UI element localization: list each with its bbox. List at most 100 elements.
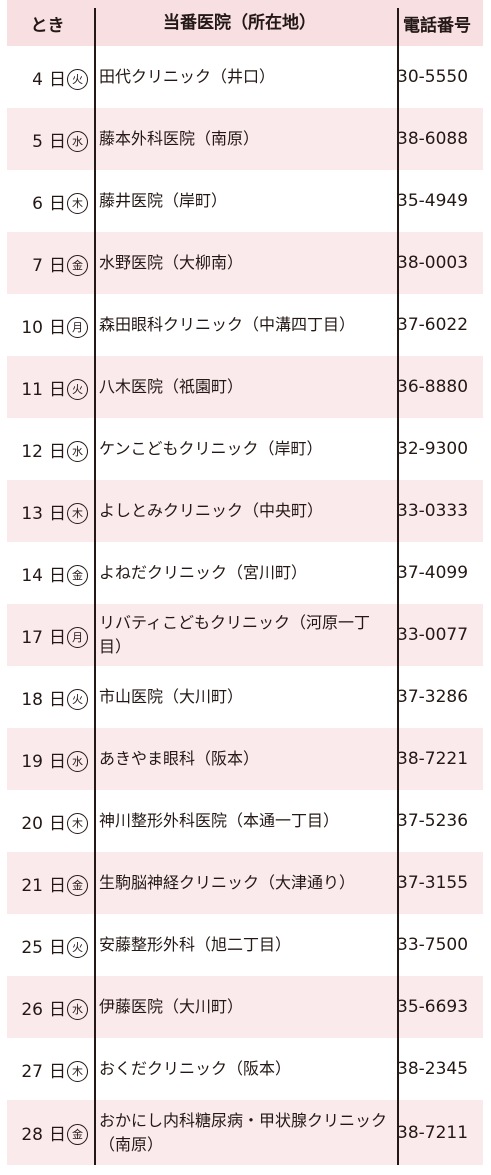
date-cell: 10 日月 bbox=[7, 313, 88, 338]
date-cell: 13 日木 bbox=[7, 499, 88, 524]
day-number: 11 bbox=[21, 379, 43, 400]
table-row: 20 日木神川整形外科医院（本通一丁目） 37-5236 bbox=[7, 790, 483, 852]
column-divider bbox=[94, 8, 96, 1165]
day-number: 28 bbox=[21, 1125, 43, 1145]
phone-cell: 33-0077 bbox=[397, 625, 469, 645]
day-unit: 日 bbox=[49, 751, 66, 772]
day-unit: 日 bbox=[49, 999, 66, 1020]
table-row: 25 日火安藤整形外科（旭二丁目） 33-7500 bbox=[7, 914, 483, 976]
day-number: 7 bbox=[32, 255, 43, 276]
table-row: 6 日木藤井医院（岸町） 35-4949 bbox=[7, 170, 483, 232]
table-row: 19 日水あきやま眼科（阪本） 38-7221 bbox=[7, 728, 483, 790]
day-number: 19 bbox=[21, 751, 43, 772]
clinic-cell: 藤井医院（岸町） bbox=[99, 191, 228, 210]
date-cell: 17 日月 bbox=[7, 623, 88, 648]
weekday-badge: 水 bbox=[67, 130, 88, 152]
phone-cell: 37-6022 bbox=[397, 315, 469, 335]
weekday-badge: 木 bbox=[67, 502, 88, 524]
table-row: 21 日金生駒脳神経クリニック（大津通り） 37-3155 bbox=[7, 852, 483, 914]
phone-cell: 30-5550 bbox=[397, 67, 469, 87]
date-cell: 14 日金 bbox=[7, 561, 88, 586]
day-number: 5 bbox=[32, 131, 43, 152]
table-row: 26 日水伊藤医院（大川町） 35-6693 bbox=[7, 976, 483, 1038]
phone-cell: 35-6693 bbox=[397, 997, 469, 1017]
table-row: 7 日金水野医院（大柳南） 38-0003 bbox=[7, 232, 483, 294]
clinic-cell: 市山医院（大川町） bbox=[99, 687, 244, 706]
day-unit: 日 bbox=[49, 1061, 66, 1082]
clinic-cell: 田代クリニック（井口） bbox=[99, 67, 276, 86]
table-row: 13 日木よしとみクリニック（中央町） 33-0333 bbox=[7, 480, 483, 542]
date-cell: 28 日金 bbox=[7, 1120, 88, 1145]
weekday-badge: 木 bbox=[67, 192, 88, 214]
clinic-cell: 水野医院（大柳南） bbox=[99, 253, 244, 272]
table-row: 27 日木おくだクリニック（阪本） 38-2345 bbox=[7, 1038, 483, 1100]
day-number: 14 bbox=[21, 565, 43, 586]
date-cell: 18 日火 bbox=[7, 685, 88, 710]
weekday-badge: 火 bbox=[67, 688, 88, 710]
table-row: 12 日水ケンこどもクリニック（岸町） 32-9300 bbox=[7, 418, 483, 480]
table-row: 5 日水藤本外科医院（南原） 38-6088 bbox=[7, 108, 483, 170]
day-number: 12 bbox=[21, 441, 43, 462]
phone-cell: 32-9300 bbox=[397, 439, 469, 459]
header-phone: 電話番号 bbox=[403, 15, 471, 36]
day-number: 25 bbox=[21, 937, 43, 958]
weekday-badge: 木 bbox=[67, 1060, 88, 1082]
clinic-cell: 藤本外科医院（南原） bbox=[99, 129, 260, 148]
weekday-badge: 水 bbox=[67, 998, 88, 1020]
day-unit: 日 bbox=[49, 317, 66, 338]
day-number: 21 bbox=[21, 875, 43, 896]
phone-cell: 35-4949 bbox=[397, 191, 469, 211]
header-date: とき bbox=[30, 15, 65, 36]
date-cell: 26 日水 bbox=[7, 995, 88, 1020]
day-unit: 日 bbox=[49, 503, 66, 524]
clinic-cell: 森田眼科クリニック（中溝四丁目） bbox=[99, 315, 356, 334]
day-unit: 日 bbox=[49, 131, 66, 152]
table-header: とき 当番医院（所在地） 電話番号 bbox=[7, 0, 483, 46]
clinic-cell: 生駒脳神経クリニック（大津通り） bbox=[99, 873, 356, 892]
clinic-cell: 安藤整形外科（旭二丁目） bbox=[99, 935, 292, 954]
weekday-badge: 火 bbox=[67, 68, 88, 90]
weekday-badge: 火 bbox=[67, 936, 88, 958]
phone-cell: 37-3286 bbox=[397, 687, 469, 707]
date-cell: 27 日木 bbox=[7, 1057, 88, 1082]
day-number: 18 bbox=[21, 689, 43, 710]
day-number: 13 bbox=[21, 503, 43, 524]
clinic-cell: よねだクリニック（宮川町） bbox=[99, 563, 308, 582]
duty-clinic-table: とき 当番医院（所在地） 電話番号 4 日火田代クリニック（井口） 30-5550 5… bbox=[7, 0, 483, 1165]
day-unit: 日 bbox=[49, 379, 66, 400]
day-unit: 日 bbox=[49, 875, 66, 896]
day-unit: 日 bbox=[49, 255, 66, 276]
day-unit: 日 bbox=[49, 565, 66, 586]
day-unit: 日 bbox=[49, 69, 66, 90]
weekday-badge: 金 bbox=[67, 874, 88, 896]
phone-cell: 37-4099 bbox=[397, 563, 469, 583]
weekday-badge: 水 bbox=[67, 750, 88, 772]
phone-cell: 37-5236 bbox=[397, 811, 469, 831]
table-row: 17 日月リバティこどもクリニック（河原一丁目） 33-0077 bbox=[7, 604, 483, 666]
weekday-badge: 火 bbox=[67, 378, 88, 400]
weekday-badge: 水 bbox=[67, 440, 88, 462]
weekday-badge: 金 bbox=[67, 564, 88, 586]
day-unit: 日 bbox=[49, 1125, 66, 1145]
phone-cell: 38-2345 bbox=[397, 1059, 469, 1079]
clinic-cell: おくだクリニック（阪本） bbox=[99, 1059, 292, 1078]
clinic-cell: よしとみクリニック（中央町） bbox=[99, 501, 324, 520]
clinic-cell: おかにし内科糖尿病・甲状腺クリニック（南原） bbox=[99, 1110, 388, 1154]
date-cell: 25 日火 bbox=[7, 933, 88, 958]
weekday-badge: 金 bbox=[67, 1124, 88, 1145]
header-clinic: 当番医院（所在地） bbox=[163, 13, 316, 33]
weekday-badge: 月 bbox=[67, 626, 88, 648]
clinic-cell: 八木医院（祇園町） bbox=[99, 377, 244, 396]
table-row: 18 日火市山医院（大川町） 37-3286 bbox=[7, 666, 483, 728]
day-number: 6 bbox=[32, 193, 43, 214]
table-body: 4 日火田代クリニック（井口） 30-5550 5 日水藤本外科医院（南原） 38-608… bbox=[7, 46, 483, 1165]
table-row: 14 日金よねだクリニック（宮川町） 37-4099 bbox=[7, 542, 483, 604]
date-cell: 21 日金 bbox=[7, 871, 88, 896]
phone-cell: 36-8880 bbox=[397, 377, 469, 397]
phone-cell: 38-7211 bbox=[397, 1122, 469, 1143]
phone-cell: 33-7500 bbox=[397, 935, 469, 955]
weekday-badge: 月 bbox=[67, 316, 88, 338]
